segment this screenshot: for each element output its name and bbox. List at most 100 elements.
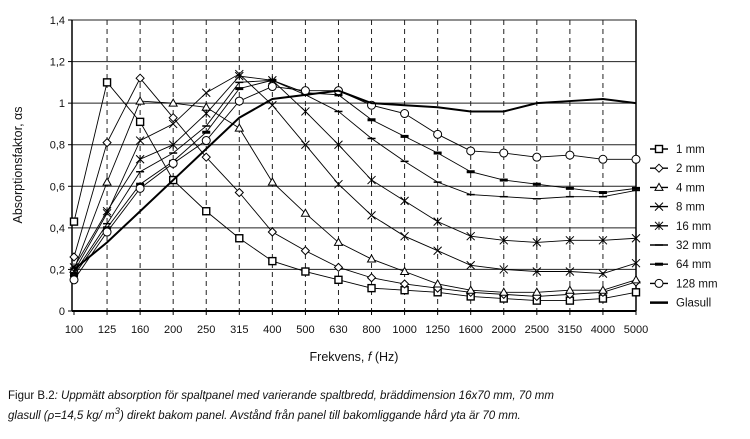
- circle-marker: [631, 154, 641, 164]
- diamond-marker: [300, 246, 311, 256]
- asterisk-marker: [168, 140, 178, 150]
- legend-label: 32 mm: [676, 240, 711, 252]
- series-64-mm: [70, 78, 640, 278]
- triangle-marker: [234, 123, 245, 132]
- series-4-mm: [69, 96, 641, 296]
- circle-marker: [400, 109, 410, 119]
- x-tick-label: 500: [296, 324, 314, 336]
- x-tick-label: 315: [230, 324, 248, 336]
- x-tick-label: 5000: [624, 324, 648, 336]
- x-marker: [654, 202, 664, 211]
- triangle-marker: [399, 266, 410, 276]
- triangle-marker: [565, 285, 575, 294]
- circle-marker: [499, 148, 509, 158]
- diamond-marker: [267, 227, 278, 237]
- asterisk-marker: [135, 154, 145, 164]
- x-tick-label: 400: [263, 324, 281, 336]
- series-line: [73, 77, 637, 297]
- circle-marker: [234, 96, 244, 106]
- triangle-marker: [498, 287, 509, 296]
- series-line: [73, 79, 637, 276]
- x-tick-label: 630: [329, 324, 347, 336]
- x-marker: [334, 179, 343, 189]
- y-tick-label: 0,8: [50, 140, 65, 152]
- asterisk-marker: [400, 196, 409, 206]
- circle-marker: [267, 82, 277, 92]
- legend-item: 2 mm: [650, 163, 705, 175]
- legend-label: Glasull: [676, 298, 711, 310]
- triangle-marker: [135, 96, 145, 105]
- square-marker: [367, 283, 376, 293]
- legend-item: Glasull: [650, 298, 711, 310]
- diamond-marker: [366, 273, 377, 283]
- circle-marker: [433, 129, 443, 139]
- series-line: [73, 100, 637, 293]
- x-tick-label: 4000: [591, 324, 615, 336]
- circle-marker: [532, 152, 542, 162]
- diamond-marker: [654, 163, 664, 173]
- legend-item: 4 mm: [650, 182, 705, 194]
- series-glasull: [73, 89, 637, 271]
- diamond-marker: [399, 279, 410, 289]
- circle-marker: [598, 154, 608, 164]
- circle-marker: [69, 275, 79, 285]
- x-marker: [267, 100, 277, 110]
- square-marker: [235, 234, 244, 243]
- diamond-marker: [69, 252, 79, 262]
- asterisk-marker: [367, 175, 376, 185]
- triangle-marker: [432, 278, 443, 288]
- legend-label: 2 mm: [676, 163, 705, 175]
- asterisk-marker: [201, 109, 211, 118]
- y-tick-label: 0,4: [50, 223, 65, 235]
- x-tick-label: 3150: [558, 324, 582, 336]
- series-1-mm: [69, 78, 641, 305]
- asterisk-marker: [334, 140, 343, 150]
- legend-label: 8 mm: [676, 202, 705, 214]
- y-axis-title: Absorptionsfaktor, αs: [11, 106, 25, 223]
- legend-item: 128 mm: [650, 278, 718, 290]
- x-tick-label: 250: [197, 324, 215, 336]
- triangle-marker: [631, 274, 641, 284]
- x-tick-label: 1600: [458, 324, 482, 336]
- asterisk-marker: [499, 235, 509, 245]
- series-128-mm: [69, 82, 641, 285]
- diamond-marker: [333, 262, 344, 273]
- triangle-marker: [598, 285, 608, 294]
- chart: 0 0,2 0,4 0,6 0,8 1 1,2 1,4 100 125 160 200 250 315 40…: [11, 15, 718, 364]
- circle-marker: [654, 278, 664, 288]
- series-line: [73, 89, 637, 271]
- circle-marker: [565, 150, 575, 160]
- series-line: [73, 75, 637, 268]
- x-tick-label: 1000: [392, 324, 416, 336]
- diamond-marker: [234, 187, 245, 198]
- y-tick-label: 1,2: [50, 57, 65, 69]
- x-tick-label: 2500: [525, 324, 549, 336]
- legend-label: 1 mm: [676, 144, 705, 156]
- square-marker: [268, 256, 277, 266]
- x-marker: [565, 267, 575, 276]
- asterisk-marker: [102, 206, 112, 216]
- triangle-marker: [168, 98, 179, 107]
- legend-item: 1 mm: [650, 144, 705, 156]
- triangle-marker: [654, 182, 664, 191]
- y-tick-label: 0,2: [50, 264, 65, 276]
- legend-item: 32 mm: [650, 240, 711, 252]
- series-line: [73, 81, 637, 302]
- square-marker: [135, 117, 145, 127]
- triangle-marker: [102, 177, 112, 186]
- x-tick-label: 200: [164, 324, 182, 336]
- legend-label: 16 mm: [676, 221, 711, 233]
- square-marker: [654, 144, 664, 154]
- circle-marker: [201, 136, 211, 146]
- caption-text-2a: glasull (ρ=14,5 kg/ m: [8, 409, 115, 422]
- legend-label: 4 mm: [676, 182, 705, 194]
- x-tick-label: 100: [65, 324, 83, 336]
- diamond-marker: [135, 73, 145, 83]
- circle-marker: [102, 227, 112, 237]
- legend-item: 64 mm: [650, 259, 711, 271]
- legend-item: 8 mm: [650, 202, 705, 214]
- triangle-marker: [531, 287, 542, 296]
- asterisk-marker: [433, 217, 443, 226]
- triangle-marker: [366, 254, 377, 263]
- square-marker: [301, 267, 310, 276]
